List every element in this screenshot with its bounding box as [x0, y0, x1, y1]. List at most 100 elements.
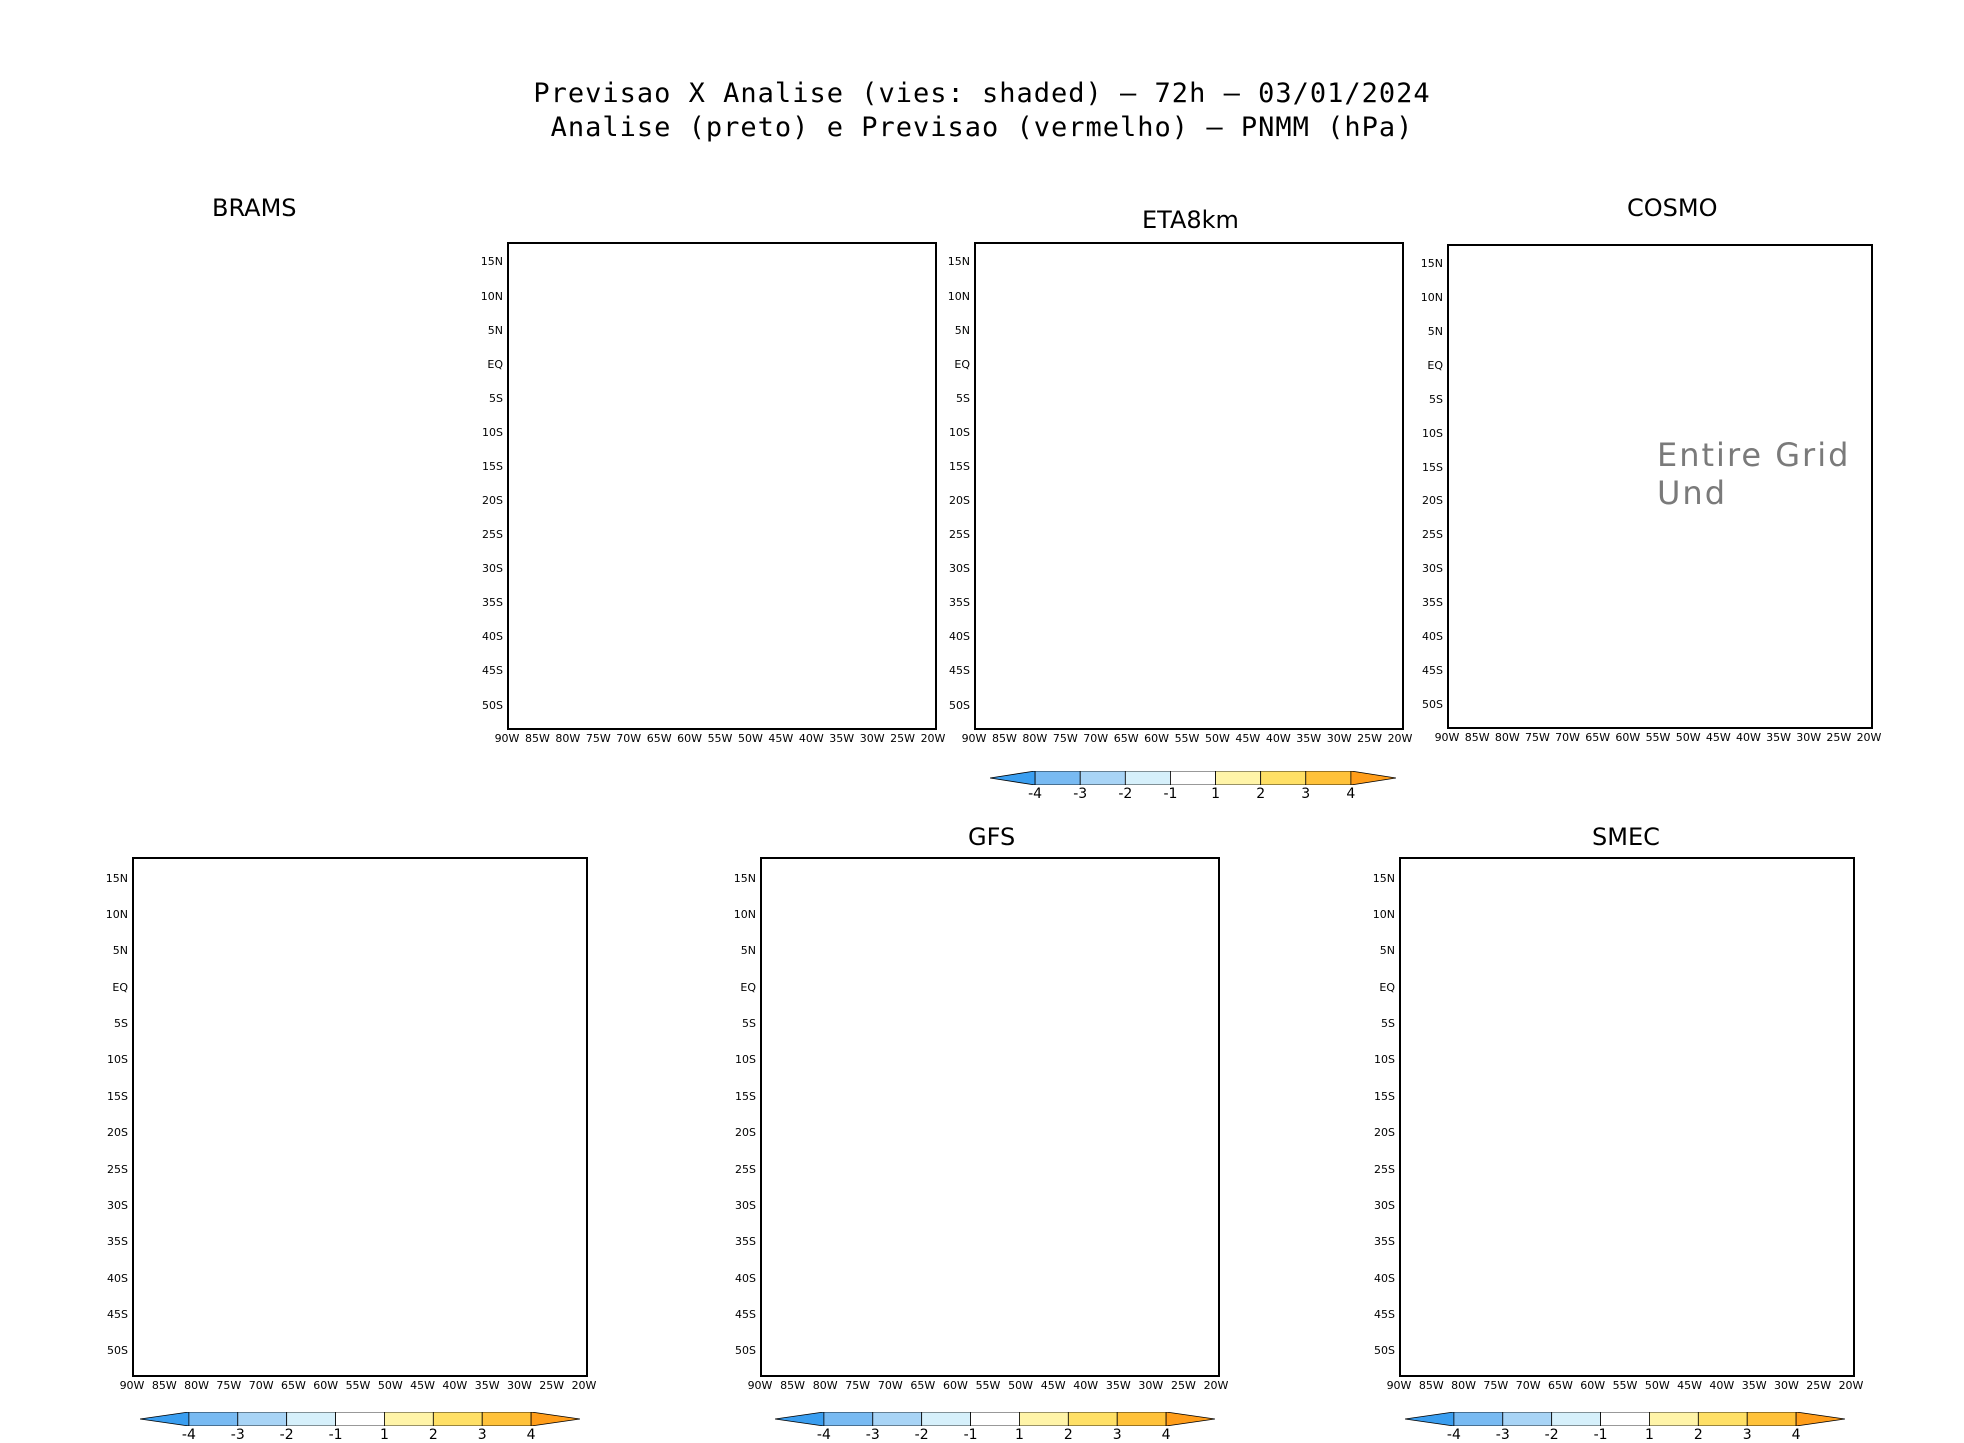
- lat-tick-label: 15S: [735, 1089, 756, 1103]
- lat-tick-label: EQ: [112, 980, 128, 994]
- lon-tick-label: 85W: [991, 732, 1017, 745]
- map-cosmo: Entire Grid Und: [1447, 244, 1873, 729]
- map-wrf-svg: [134, 859, 586, 1375]
- lat-tick-label: 30S: [1374, 1198, 1395, 1212]
- colorbar-label: -2: [914, 1427, 929, 1443]
- lon-tick-label: 65W: [1113, 732, 1139, 745]
- colorbar-label: 3: [1301, 786, 1311, 802]
- lat-tick-label: 40S: [949, 630, 970, 644]
- lon-tick-label: 55W: [975, 1379, 1001, 1392]
- lat-tick-label: EQ: [1427, 358, 1443, 372]
- lat-tick-label: 45S: [949, 664, 970, 678]
- lat-tick-label: 5N: [954, 323, 970, 337]
- colorbar-swatch: [1795, 1411, 1846, 1427]
- lat-tick-label: 50S: [1422, 697, 1443, 711]
- panel-label-cosmo: COSMO: [1627, 194, 1718, 222]
- lat-tick-label: 25S: [107, 1162, 128, 1176]
- map-eta: [974, 242, 1404, 730]
- lon-tick-label: 45W: [410, 1379, 435, 1392]
- lon-tick-label: 45W: [768, 732, 794, 745]
- lat-tick-label: 40S: [1422, 629, 1443, 643]
- colorbar-swatch: [1170, 770, 1216, 786]
- lon-tick-label: 70W: [248, 1379, 274, 1392]
- panel-label-smec: SMEC: [1592, 823, 1660, 851]
- lat-tick-label: 30S: [107, 1198, 128, 1212]
- lon-tick-label: 70W: [1083, 732, 1109, 745]
- lon-tick-label: 80W: [1022, 732, 1048, 745]
- lon-tick-label: 75W: [1052, 732, 1078, 745]
- colorbar-swatch: [384, 1411, 434, 1427]
- lon-tick-label: 85W: [1418, 1379, 1444, 1392]
- lon-tick-label: 60W: [677, 732, 702, 745]
- lon-tick-label: 90W: [119, 1379, 145, 1392]
- lat-tick-label: 5N: [112, 944, 128, 958]
- lon-tick-label: 75W: [1483, 1379, 1509, 1392]
- lon-tick-label: 80W: [812, 1379, 838, 1392]
- colorbar-label: -1: [1593, 1427, 1608, 1443]
- lat-tick-label: 50S: [482, 698, 503, 712]
- lon-tick-label: 55W: [707, 732, 733, 745]
- colorbar-label: -2: [279, 1427, 294, 1443]
- colorbar-label: 1: [379, 1427, 389, 1443]
- lat-tick-label: 45S: [107, 1307, 128, 1321]
- lon-tick-label: 40W: [442, 1379, 468, 1392]
- lat-tick-label: EQ: [740, 980, 756, 994]
- lon-tick-label: 80W: [184, 1379, 209, 1392]
- colorbar-swatch: [139, 1411, 190, 1427]
- lat-tick-label: 35S: [107, 1235, 128, 1249]
- lon-tick-label: 60W: [1580, 1379, 1606, 1392]
- lon-tick-label: 30W: [1326, 732, 1352, 745]
- colorbar-swatch: [1305, 770, 1352, 786]
- colorbar-label: 1: [1644, 1427, 1654, 1443]
- colorbar-svg: [774, 1411, 1216, 1427]
- lat-tick-label: 15N: [105, 871, 128, 885]
- lat-tick-label: 15S: [482, 459, 503, 473]
- colorbar-swatch: [335, 1411, 385, 1427]
- colorbar-swatch: [1116, 1411, 1167, 1427]
- lon-tick-label: 60W: [1615, 731, 1641, 744]
- lon-tick-label: 65W: [646, 732, 672, 745]
- lon-tick-label: 65W: [1547, 1379, 1573, 1392]
- colorbar-label: 1: [1211, 786, 1220, 802]
- colorbar-label: -4: [1028, 786, 1043, 802]
- lon-tick-label: 40W: [1709, 1379, 1735, 1392]
- lon-tick-label: 90W: [961, 732, 987, 745]
- colorbar-label: -1: [328, 1427, 343, 1443]
- colorbar-swatch: [1404, 1411, 1455, 1427]
- colorbar-label: 1: [1014, 1427, 1024, 1443]
- lat-tick-label: 20S: [1374, 1126, 1395, 1140]
- lon-tick-label: 25W: [1170, 1379, 1196, 1392]
- lat-tick-label: 20S: [1422, 494, 1443, 508]
- lat-tick-label: EQ: [1379, 980, 1395, 994]
- lon-tick-label: 55W: [345, 1379, 371, 1392]
- colorbar-swatch: [1453, 1411, 1504, 1427]
- colorbar-label: 2: [1256, 786, 1266, 802]
- lat-tick-label: 25S: [482, 528, 503, 542]
- lon-tick-label: 90W: [1386, 1379, 1412, 1392]
- colorbar-swatch: [1079, 770, 1126, 786]
- map-brams: [507, 242, 937, 730]
- lon-tick-label: 65W: [1585, 731, 1611, 744]
- lon-tick-label: 25W: [1806, 1379, 1832, 1392]
- colorbar-swatch: [1165, 1411, 1216, 1427]
- map-gfs: [760, 857, 1220, 1377]
- map-brams-svg: [509, 244, 935, 728]
- title-line-1: Previsao X Analise (vies: shaded) — 72h …: [533, 78, 1431, 109]
- map-smec: [1399, 857, 1855, 1377]
- colorbar-label: 2: [428, 1427, 438, 1443]
- colorbar-swatch: [286, 1411, 336, 1427]
- lon-tick-label: 85W: [780, 1379, 805, 1392]
- colorbar-label: -3: [230, 1427, 245, 1443]
- colorbar-swatch: [1746, 1411, 1797, 1427]
- map-gfs-svg: [762, 859, 1218, 1375]
- lon-tick-label: 50W: [1675, 731, 1701, 744]
- lon-tick-label: 20W: [1856, 731, 1882, 744]
- lat-tick-label: 30S: [735, 1198, 756, 1212]
- lon-tick-label: 35W: [1296, 732, 1322, 745]
- lat-tick-label: EQ: [487, 357, 503, 371]
- colorbar-label: -2: [1544, 1427, 1559, 1443]
- lat-tick-label: 50S: [1374, 1344, 1395, 1358]
- colorbar-swatch: [1502, 1411, 1553, 1427]
- lat-tick-label: 5S: [956, 391, 970, 405]
- lat-tick-label: 5N: [1379, 944, 1395, 958]
